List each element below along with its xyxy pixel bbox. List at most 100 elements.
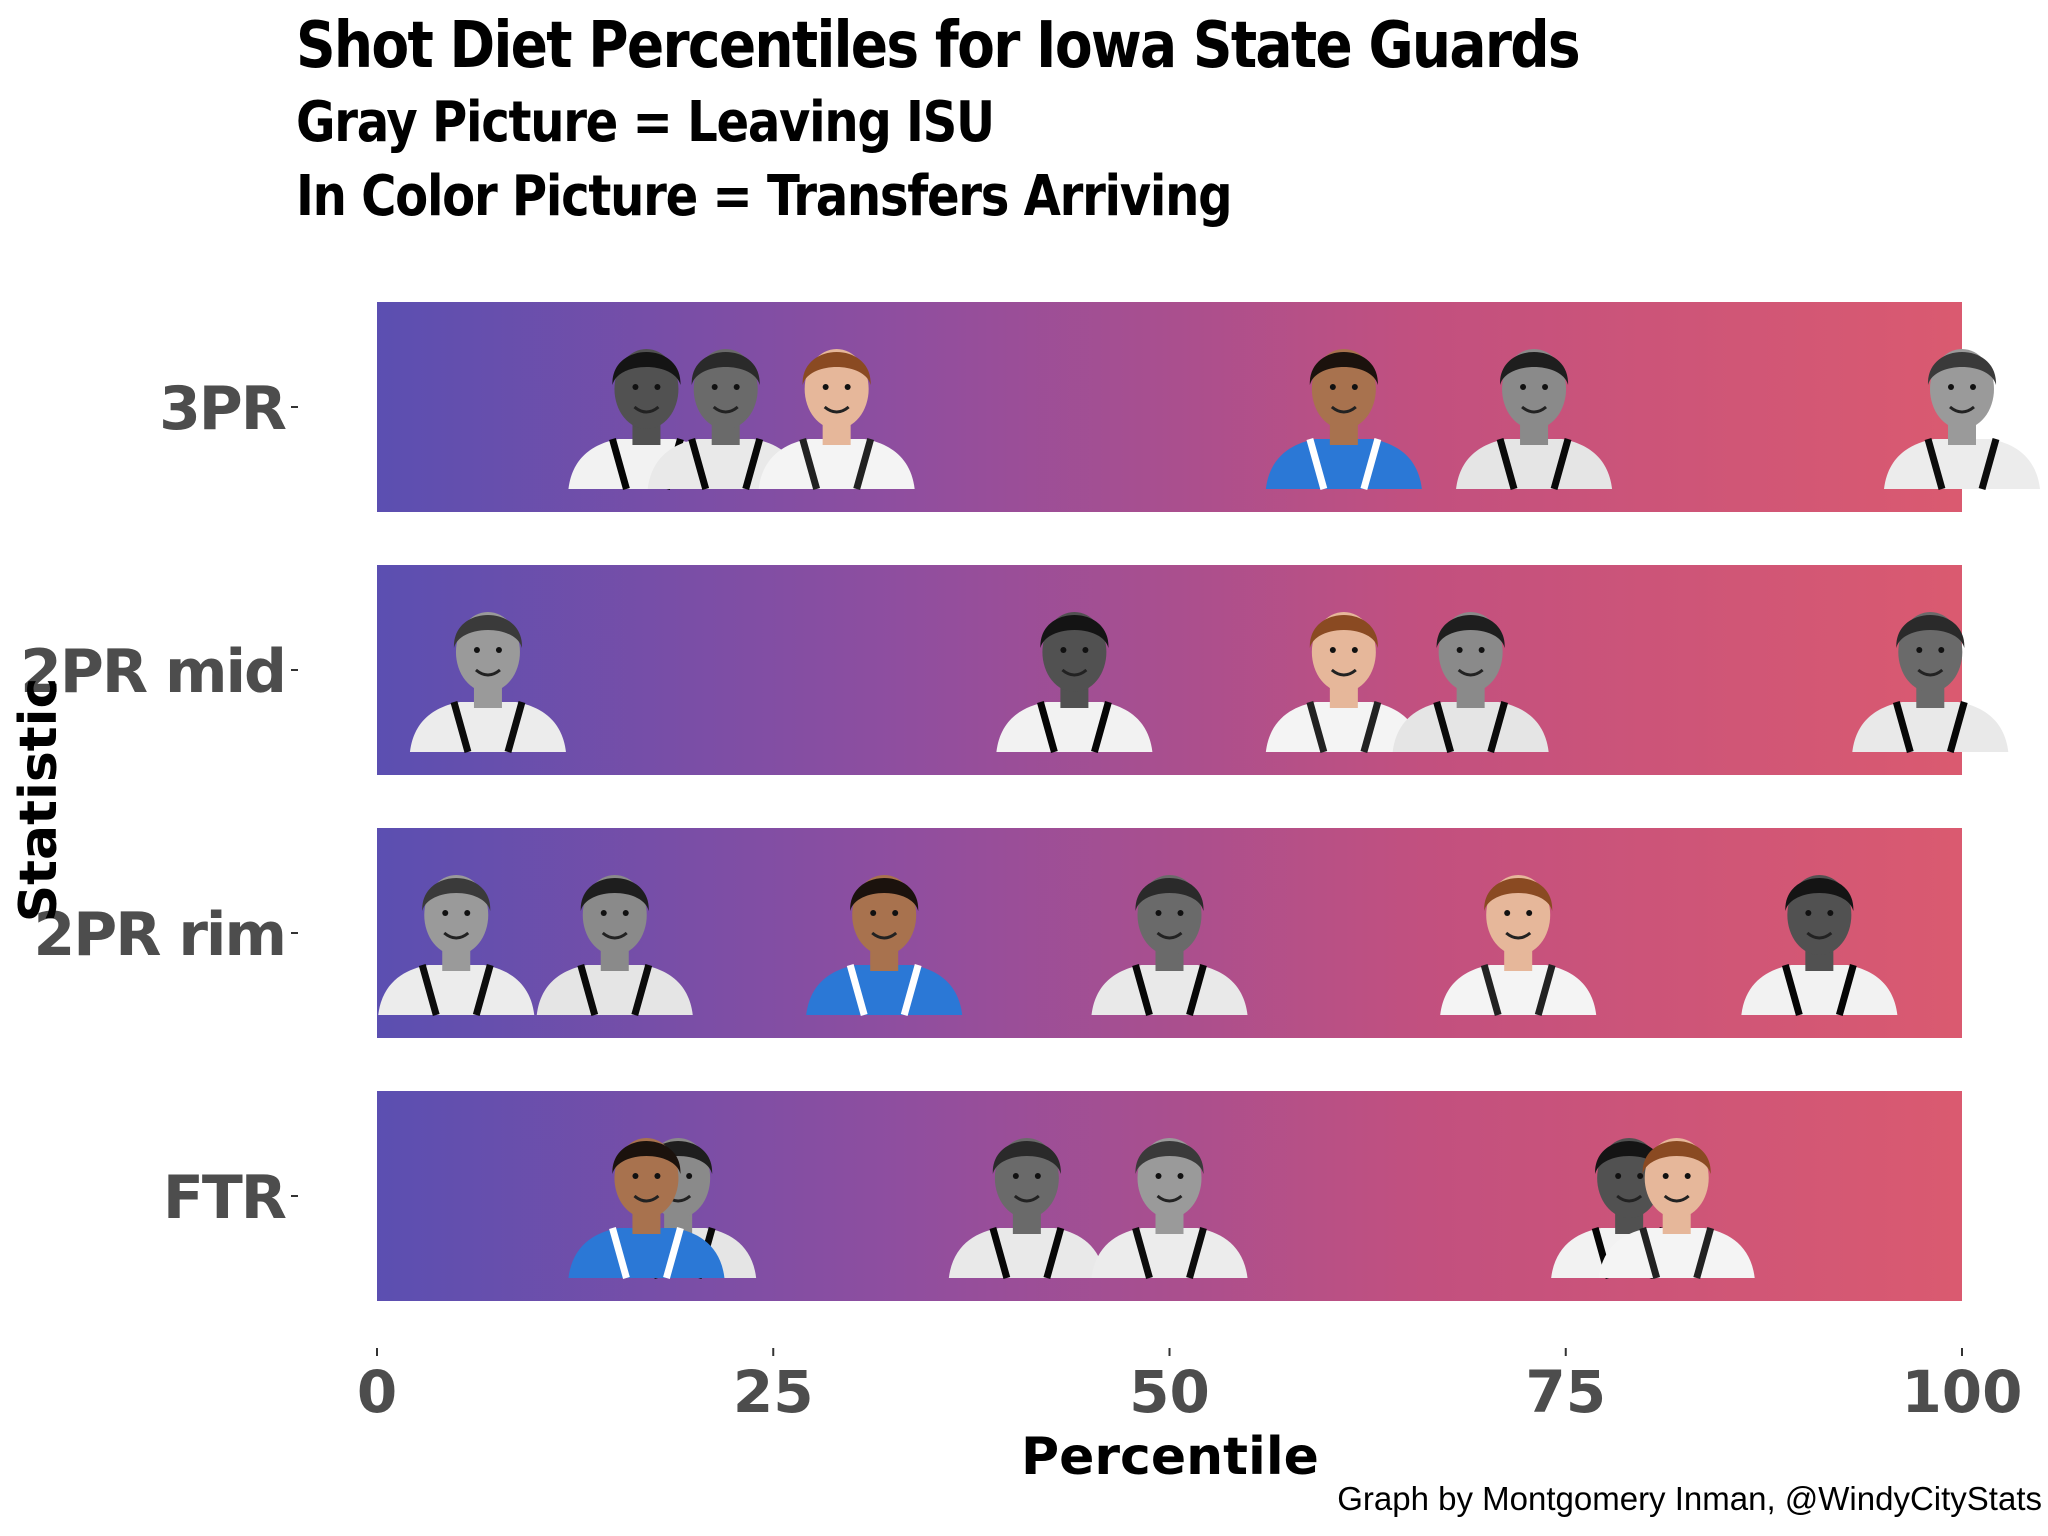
mouth — [1013, 1194, 1040, 1203]
jersey-shape — [409, 702, 566, 752]
eye — [870, 910, 877, 916]
player-point-3pr — [1884, 349, 2040, 490]
eye — [1684, 1173, 1691, 1179]
jersey-trim — [577, 964, 653, 1016]
player-point-2pr-rim — [378, 875, 535, 1016]
jersey-trim — [1306, 701, 1382, 753]
jersey-shape — [806, 965, 963, 1015]
hair-shape — [1927, 352, 1997, 385]
neck-shape — [870, 949, 899, 971]
mouth — [474, 668, 501, 677]
player-point-2pr-mid — [996, 612, 1153, 753]
player-point-ftr — [948, 1138, 1105, 1279]
eye — [1012, 1173, 1019, 1179]
eye — [1351, 647, 1358, 653]
eye — [600, 910, 607, 916]
y-tick-label: 2PR mid — [20, 637, 285, 707]
jersey-shape — [758, 439, 915, 489]
jersey-trim — [1306, 438, 1382, 490]
title-block: Shot Diet Percentiles for Iowa State Gua… — [296, 6, 1788, 234]
hair-shape — [1309, 352, 1378, 385]
neck-shape — [711, 423, 740, 445]
hair-shape — [1135, 878, 1204, 911]
hair-shape — [1595, 1141, 1664, 1174]
eye — [1827, 910, 1834, 916]
eye — [1916, 647, 1923, 653]
jersey-trim — [1132, 1227, 1207, 1279]
neck-shape — [473, 686, 502, 708]
eye — [442, 910, 449, 916]
player-point-3pr — [1456, 349, 1613, 490]
chart-subtitle-line-2: In Color Picture = Transfers Arriving — [296, 164, 1233, 229]
mouth — [633, 1194, 660, 1203]
jersey-trim — [418, 964, 494, 1016]
eye — [1034, 1173, 1041, 1179]
mouth — [443, 931, 470, 940]
eye — [1805, 910, 1812, 916]
hair-shape — [1785, 878, 1854, 911]
neck-shape — [1805, 949, 1834, 971]
jersey-trim — [609, 1227, 684, 1279]
y-axis-label: Statistic — [9, 678, 69, 923]
y-tick-label: FTR — [163, 1163, 286, 1233]
hair-shape — [422, 878, 491, 911]
x-tick-label: 75 — [1525, 1358, 1606, 1426]
jersey-shape — [1265, 439, 1422, 489]
jersey-shape — [996, 702, 1153, 752]
eye — [1177, 1173, 1184, 1179]
eye — [1082, 647, 1089, 653]
player-point-3pr — [758, 349, 915, 490]
chart-title: Shot Diet Percentiles for Iowa State Gua… — [296, 9, 1581, 83]
hair-shape — [1040, 615, 1109, 648]
mouth — [1156, 931, 1183, 940]
neck-shape — [1948, 423, 1976, 445]
x-tick-label: 0 — [357, 1358, 397, 1426]
player-point-2pr-rim — [1741, 875, 1898, 1016]
eye — [654, 384, 661, 390]
eye — [1615, 1173, 1622, 1179]
hair-shape — [1896, 615, 1965, 648]
eye — [473, 647, 480, 653]
eye — [1504, 910, 1511, 916]
jersey-shape — [1884, 439, 2040, 489]
jersey-shape — [536, 965, 693, 1015]
neck-shape — [1329, 686, 1358, 708]
hair-shape — [612, 1141, 681, 1174]
eye — [1970, 384, 1976, 390]
player-point-2pr-mid — [1265, 612, 1422, 753]
eye — [632, 384, 639, 390]
hair-shape — [850, 878, 919, 911]
hair-shape — [691, 352, 760, 385]
eye — [1938, 647, 1945, 653]
mouth — [1663, 1194, 1690, 1203]
eye — [1542, 384, 1549, 390]
mouth — [712, 405, 739, 414]
x-tick-label: 25 — [733, 1358, 814, 1426]
jersey-trim — [1480, 964, 1556, 1016]
mouth — [1616, 1194, 1643, 1203]
jersey-trim — [1037, 701, 1112, 753]
player-point-2pr-rim — [1440, 875, 1597, 1016]
hair-shape — [992, 1141, 1061, 1174]
eye — [622, 910, 629, 916]
eye — [1662, 1173, 1669, 1179]
eye — [822, 384, 829, 390]
eye — [1478, 647, 1485, 653]
jersey-shape — [1265, 702, 1422, 752]
x-tick-label: 50 — [1129, 1358, 1210, 1426]
jersey-trim — [1781, 964, 1857, 1016]
credit-caption: Graph by Montgomery Inman, @WindyCitySta… — [1337, 1480, 2042, 1517]
mouth — [1156, 1194, 1183, 1203]
mouth — [823, 405, 850, 414]
neck-shape — [1615, 1212, 1644, 1234]
y-tick-label: 3PR — [159, 374, 286, 444]
mouth — [601, 931, 628, 940]
eye — [711, 384, 718, 390]
eye — [1155, 1173, 1162, 1179]
hair-shape — [1309, 615, 1378, 648]
hair-shape — [1135, 1141, 1204, 1174]
hair-shape — [580, 878, 649, 911]
neck-shape — [600, 949, 629, 971]
eye — [495, 647, 502, 653]
